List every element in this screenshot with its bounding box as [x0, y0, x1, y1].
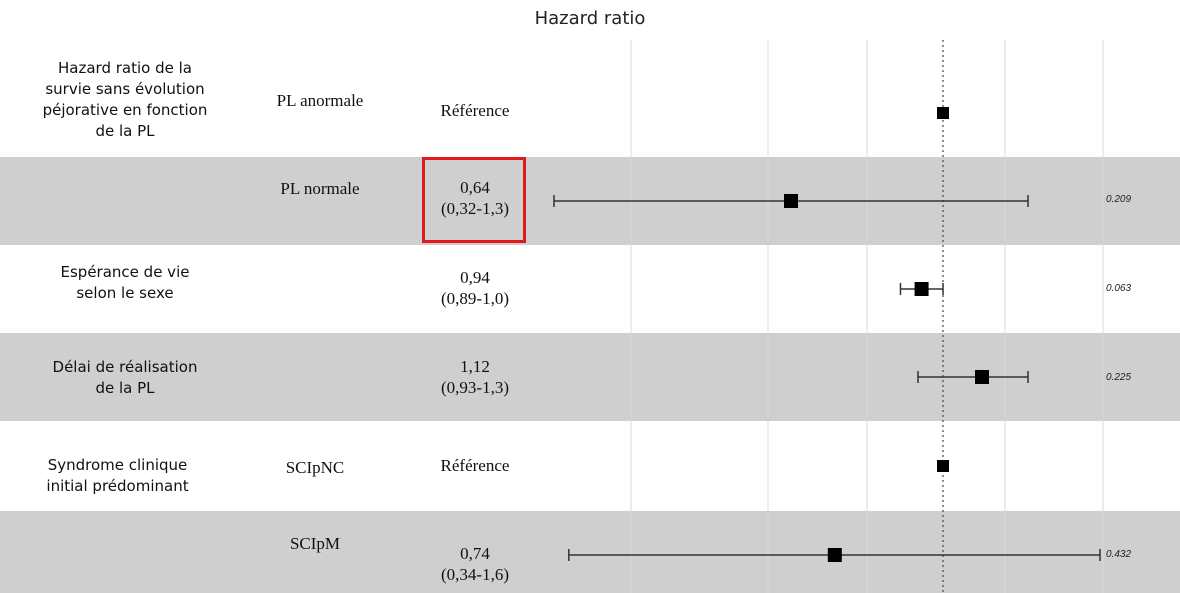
hr-text-line: Référence [440, 456, 510, 475]
group-label-line: péjorative en fonction [42, 101, 208, 119]
p-value-4: 0.225 [1106, 372, 1132, 383]
group-label-line: Délai de réalisation [52, 358, 198, 376]
hr-text-line: Référence [440, 101, 510, 120]
hr-text-line: 0,94 [460, 268, 490, 287]
point-estimate-2 [784, 194, 798, 208]
level-label-2: PL normale [280, 179, 360, 198]
hr-text-line: (0,89-1,0) [441, 289, 509, 308]
highlight-box [422, 157, 526, 243]
hr-value-5: Référence [415, 455, 535, 476]
hr-value-3: 0,94 (0,89-1,0) [415, 267, 535, 309]
level-label-1: PL anormale [276, 91, 364, 110]
row-band-6 [0, 511, 1180, 593]
group-label-line: de la PL [95, 122, 155, 140]
hr-text-line: (0,32-1,3) [441, 199, 509, 218]
group-label-line: initial prédominant [46, 477, 189, 495]
hr-text-line: (0,34-1,6) [441, 565, 509, 584]
group-label-line: selon le sexe [76, 284, 174, 302]
hr-text-line: 1,12 [460, 357, 490, 376]
point-estimate-5 [937, 460, 949, 472]
p-value-3: 0.063 [1106, 283, 1132, 294]
hr-text-line: 0,64 [460, 178, 490, 197]
point-estimate-3 [914, 282, 929, 296]
point-estimate-1 [937, 107, 949, 119]
hr-text-line: (0,93-1,3) [441, 378, 509, 397]
group-label-line: Hazard ratio de la [58, 59, 192, 77]
p-value-6: 0.432 [1106, 549, 1132, 560]
hr-value-4: 1,12 (0,93-1,3) [415, 356, 535, 398]
hr-text-line: 0,74 [460, 544, 490, 563]
group-label-line: Syndrome clinique [47, 456, 188, 474]
group-label-line: de la PL [95, 379, 155, 397]
group-label-line: Espérance de vie [60, 263, 190, 281]
group-label-1: Hazard ratio de la survie sans évolution… [30, 58, 220, 142]
hr-value-6: 0,74 (0,34-1,6) [415, 543, 535, 585]
level-label-5: SCIpNC [285, 458, 345, 477]
point-estimate-4 [975, 370, 989, 384]
hr-value-2: 0,64 (0,32-1,3) [415, 177, 535, 219]
level-label-6: SCIpM [289, 534, 341, 553]
p-value-2: 0.209 [1106, 194, 1132, 205]
hr-value-1: Référence [415, 100, 535, 121]
group-label-line: survie sans évolution [45, 80, 205, 98]
group-label-5: Syndrome clinique initial prédominant [30, 455, 205, 497]
chart-title: Hazard ratio [534, 8, 646, 29]
group-label-4: Délai de réalisation de la PL [30, 357, 220, 399]
point-estimate-6 [827, 548, 842, 562]
group-label-3: Espérance de vie selon le sexe [30, 262, 220, 304]
